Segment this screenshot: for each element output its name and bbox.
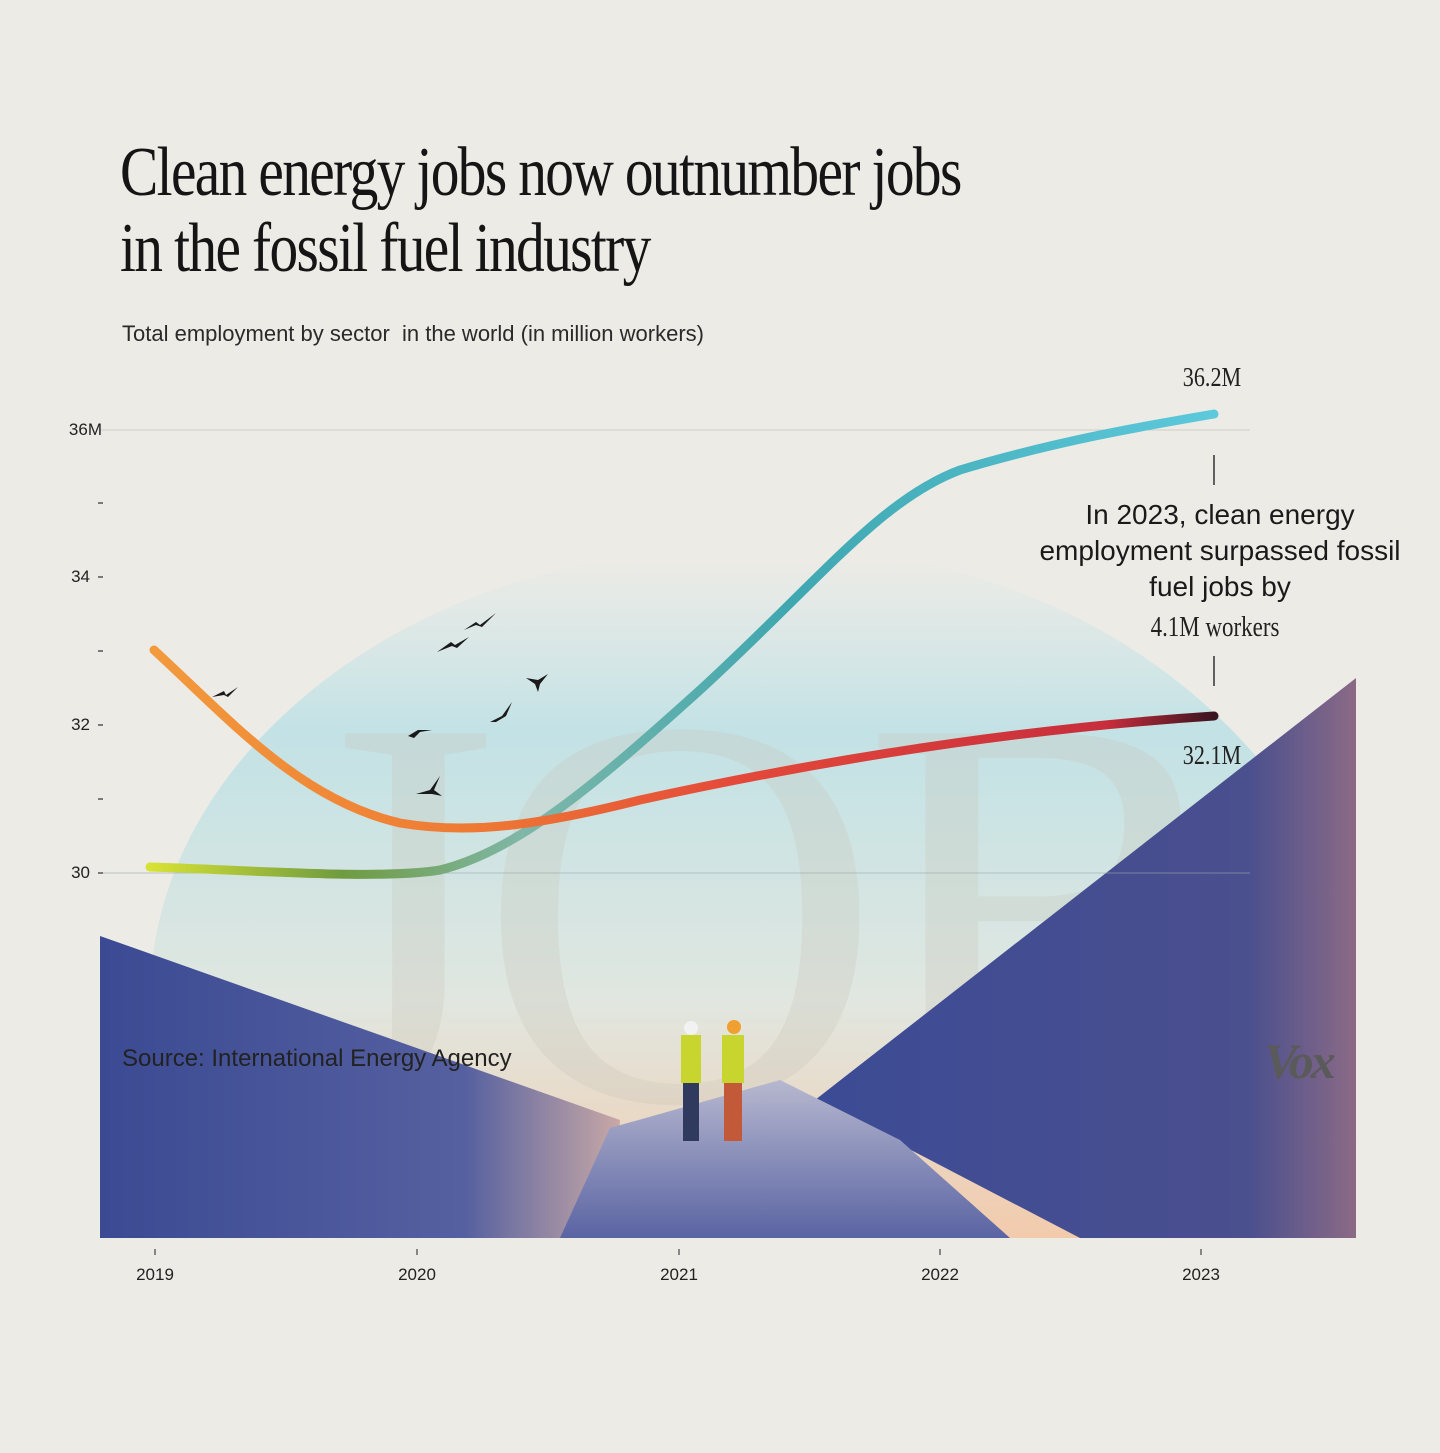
- annotation-text: In 2023, clean energy employment surpass…: [1039, 499, 1401, 602]
- title-line-1: Clean energy jobs now outnumber jobs: [120, 134, 962, 211]
- x-label-2020: 2020: [398, 1265, 436, 1284]
- x-axis-ticks: [154, 1249, 1202, 1255]
- y-label-30: 30: [71, 863, 90, 882]
- y-axis-ticks: [98, 502, 103, 874]
- chart-subtitle: Total employment by sector in the world …: [122, 321, 704, 346]
- y-label-34: 34: [71, 567, 90, 586]
- y-label-32: 32: [71, 715, 90, 734]
- x-label-2019: 2019: [136, 1265, 174, 1284]
- source-note: Source: International Energy Agency: [122, 1045, 512, 1072]
- title-line-2: in the fossil fuel industry: [120, 210, 651, 287]
- x-label-2022: 2022: [921, 1265, 959, 1284]
- fossil-end-value: 32.1M: [1182, 740, 1242, 770]
- birds-illustration: [212, 613, 548, 796]
- x-label-2021: 2021: [660, 1265, 698, 1284]
- annotation-value: 4.1M workers: [1150, 612, 1280, 643]
- workers-illustration: [681, 1020, 744, 1141]
- fossil-fuel-line: [149, 645, 1219, 833]
- clean-end-value: 36.2M: [1182, 362, 1242, 392]
- x-label-2023: 2023: [1182, 1265, 1220, 1284]
- chart-title: Clean energy jobs now outnumber jobs in …: [120, 135, 1063, 287]
- y-label-36: 36M: [68, 420, 102, 439]
- vox-logo: Vox: [1264, 1033, 1336, 1089]
- clean-energy-line: [145, 409, 1219, 879]
- background-photo: JOBS: [100, 560, 1356, 1238]
